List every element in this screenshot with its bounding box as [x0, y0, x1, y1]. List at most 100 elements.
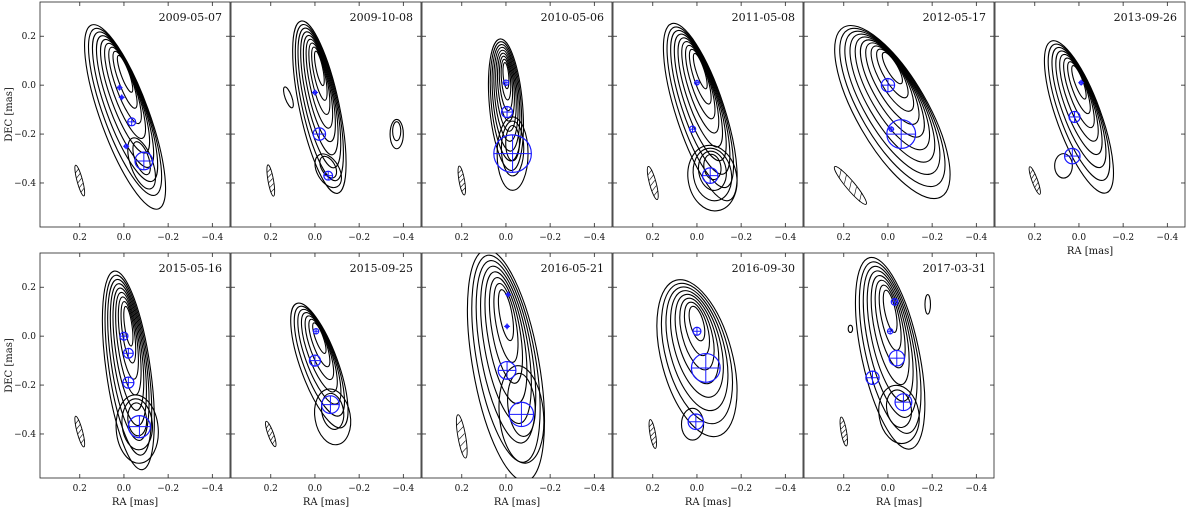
contour-level — [104, 42, 147, 140]
contour-level — [679, 297, 715, 371]
contour-level — [294, 23, 344, 182]
contour-level — [300, 31, 339, 156]
contour-level — [292, 20, 347, 194]
x-tick-label: 0.2 — [455, 233, 469, 243]
panel-2017-03-31: 2017-03-31 0.2 0.0 −0.2 −0.4 RA [mas] — [803, 252, 995, 508]
y-tick-label: 0.0 — [22, 81, 37, 91]
x-tick-label: 0.0 — [308, 484, 323, 494]
contour-level — [1067, 61, 1091, 115]
beam-ellipse — [455, 414, 468, 459]
contour-level — [493, 282, 519, 363]
panel-date: 2015-09-25 — [350, 262, 413, 275]
x-tick-label: 0.0 — [308, 233, 323, 243]
panel-2016-05-21: 2016-05-21 0.2 0.0 −0.2 −0.4 RA [mas] — [421, 252, 613, 508]
contour-level — [865, 42, 920, 125]
contour-level — [500, 58, 512, 101]
contour-level — [844, 30, 941, 176]
model-component — [312, 328, 320, 335]
model-component — [890, 297, 899, 306]
beam-ellipse — [457, 165, 466, 196]
contour-level — [313, 388, 352, 446]
contour-level — [874, 279, 906, 369]
x-tick-label: 0.2 — [837, 484, 851, 494]
contour-level — [1043, 40, 1115, 194]
x-tick-label: −0.4 — [583, 233, 605, 243]
contour-level — [847, 324, 854, 334]
model-component — [320, 395, 340, 415]
contour-level — [115, 394, 159, 464]
contour-level — [866, 270, 914, 402]
contour-group — [1043, 40, 1115, 194]
y-tick-label: −0.2 — [14, 130, 36, 140]
model-component — [311, 89, 318, 96]
panel-2016-09-30: 2016-09-30 0.2 0.0 −0.2 −0.4 RA [mas] — [612, 252, 804, 508]
model-component — [493, 134, 532, 174]
contour-level — [692, 52, 708, 90]
contour-group — [687, 144, 738, 212]
panel-date: 2011-05-08 — [732, 11, 795, 24]
x-tick-label: −0.4 — [965, 233, 987, 243]
model-component — [504, 323, 511, 330]
contour-level — [692, 147, 733, 202]
x-tick-label: 0.0 — [117, 233, 132, 243]
model-component — [865, 370, 880, 385]
contour-level — [876, 48, 909, 99]
contour-level — [297, 27, 342, 169]
contour-level — [881, 51, 903, 85]
contour-level — [1071, 65, 1087, 100]
contour-group — [290, 302, 349, 429]
x-tick-label: −0.2 — [921, 484, 943, 494]
model-component — [886, 328, 894, 335]
beam-ellipse — [839, 416, 848, 447]
contour-level — [854, 36, 931, 151]
panel-2015-09-25: 2015-09-25 0.2 0.0 −0.2 −0.4 RA [mas] — [230, 252, 422, 508]
panel-frame — [39, 252, 231, 479]
contour-level — [495, 49, 517, 132]
contour-level — [1063, 57, 1095, 129]
contour-level — [862, 265, 918, 418]
x-axis-label: RA [mas] — [494, 497, 540, 508]
panel-2013-09-26: 2013-09-26 0.2 0.0 −0.2 −0.4 RA [mas] — [994, 1, 1186, 257]
y-tick-label: 0.2 — [22, 283, 36, 293]
contour-level — [302, 34, 336, 143]
model-component — [701, 167, 719, 184]
x-tick-label: 0.2 — [73, 233, 87, 243]
contour-level — [500, 120, 525, 177]
contour-level — [697, 150, 727, 191]
contour-group — [1054, 153, 1073, 179]
model-component — [888, 349, 906, 367]
contour-level — [687, 144, 738, 212]
contour-group — [656, 279, 738, 438]
contour-level — [924, 294, 932, 315]
contour-level — [497, 289, 515, 342]
contour-group — [314, 153, 343, 189]
contour-level — [311, 46, 328, 101]
x-tick-label: 0.0 — [690, 233, 705, 243]
contour-level — [870, 274, 910, 386]
panel-date: 2015-05-16 — [159, 262, 222, 275]
model-component — [894, 393, 913, 412]
model-component — [123, 143, 130, 150]
y-axis-label: DEC [mas] — [4, 338, 15, 393]
panel-date: 2009-10-08 — [350, 11, 413, 24]
x-tick-label: 0.2 — [264, 484, 278, 494]
x-tick-label: 0.0 — [1072, 233, 1087, 243]
x-axis-label: RA [mas] — [303, 497, 349, 508]
contour-group — [389, 118, 404, 150]
y-tick-label: −0.2 — [14, 381, 36, 391]
panel-frame — [39, 1, 231, 228]
panel-date: 2016-09-30 — [732, 262, 795, 275]
panel-date: 2012-05-17 — [923, 11, 986, 24]
contour-level — [304, 315, 335, 381]
model-component — [688, 125, 697, 133]
contour-level — [859, 39, 925, 138]
model-component — [692, 326, 702, 336]
x-tick-label: −0.4 — [1156, 233, 1178, 243]
contour-level — [487, 38, 524, 172]
contour-level — [319, 155, 338, 179]
contour-level — [854, 256, 926, 450]
contour-level — [674, 293, 720, 385]
contour-level — [123, 305, 134, 347]
contour-level — [471, 254, 541, 463]
model-component — [122, 376, 135, 389]
